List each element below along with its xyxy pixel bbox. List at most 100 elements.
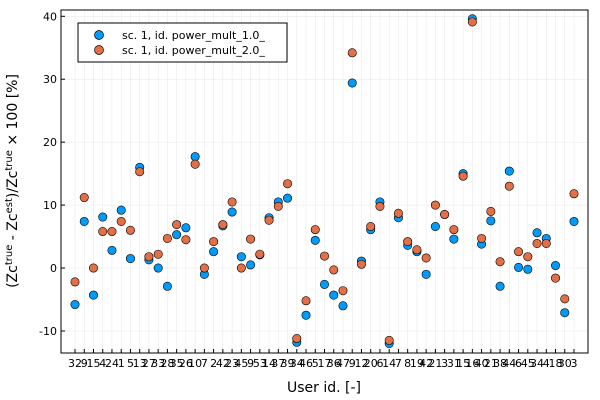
data-point-series-2 [338,286,348,296]
data-point-series-1 [421,269,431,279]
data-point-series-2 [246,234,256,244]
data-point-series-2 [144,252,154,262]
y-tick-label: 30 [43,73,57,86]
data-points [70,14,579,349]
x-tick-label: 4 [99,357,106,370]
x-tick-label: 34 [290,357,304,370]
data-point-series-2 [153,249,163,259]
data-point-series-1 [430,221,440,231]
data-point-series-2 [421,253,431,263]
data-point-series-2 [356,259,366,269]
legend-marker-series-2 [94,45,104,55]
x-tick-label: 45 [234,357,248,370]
x-tick-label: 14 [262,357,276,370]
data-point-series-1 [107,245,117,255]
data-point-series-2 [209,237,219,247]
legend-box [77,22,288,63]
data-point-series-2 [319,251,329,261]
x-tick-label: 7 [395,357,402,370]
data-point-series-1 [551,261,561,271]
legend: sc. 1, id. power_mult_1.0_ sc. 1, id. po… [77,22,288,63]
x-tick-label: 7 [201,357,208,370]
x-tick-label: 15 [86,357,100,370]
x-tick-label: 31 [447,357,461,370]
data-point-series-1 [181,223,191,233]
data-point-series-2 [569,189,579,199]
data-point-series-1 [172,230,182,240]
data-point-series-2 [384,335,394,345]
data-point-series-1 [514,262,524,272]
x-tick-label: 42 [216,357,230,370]
data-point-series-2 [458,171,468,181]
data-point-series-2 [190,159,200,169]
x-tick-label: 32 [68,357,82,370]
x-tick-label: 39 [281,357,295,370]
data-point-series-2 [403,237,413,247]
data-point-series-2 [79,193,89,203]
y-label-sup-b: est [4,198,15,213]
data-point-series-1 [283,193,293,203]
x-tick-label: 34 [530,357,544,370]
x-axis-label: User id. [-] [287,380,361,396]
data-point-series-1 [569,216,579,226]
data-point-series-1 [523,264,533,274]
data-point-series-2 [116,216,126,226]
data-point-series-2 [199,263,209,273]
y-label-sup-c: true [4,150,15,171]
data-point-series-1 [329,290,339,300]
x-tick-label: 35 [170,357,184,370]
x-tick-label: 21 [428,357,442,370]
data-point-series-1 [449,234,459,244]
data-point-series-1 [98,212,108,222]
data-point-series-2 [449,225,459,235]
data-point-series-1 [70,300,80,310]
data-point-series-1 [319,279,329,289]
y-tick-label: 10 [43,199,57,212]
data-point-series-2 [107,227,117,237]
data-point-series-2 [255,249,265,259]
data-point-series-1 [301,310,311,320]
x-tick-label: 20 [364,357,378,370]
x-tick-label: 23 [225,357,239,370]
x-tick-label: 42 [419,357,433,370]
x-tick-label: 12 [354,357,368,370]
data-point-series-2 [514,247,524,257]
data-point-series-1 [236,252,246,262]
data-point-series-1 [338,301,348,311]
data-point-series-2 [532,238,542,248]
x-tick-label: 36 [327,357,341,370]
data-point-series-2 [440,210,450,220]
data-point-series-2 [495,257,505,267]
data-point-series-2 [88,263,98,273]
x-tick-label: 19 [410,357,424,370]
data-point-series-2 [273,201,283,211]
y-label-part-d: × 100 [%] [5,74,21,150]
data-point-series-2 [467,17,477,27]
x-tick-label: 40 [475,357,489,370]
x-tick-label: 26 [179,357,193,370]
x-tick-label: 14 [382,357,396,370]
data-point-series-2 [98,227,108,237]
x-tick-label: 30 [558,357,572,370]
data-point-series-1 [504,166,514,176]
x-tick-label: 3 [441,357,448,370]
y-label-part-a: (Zc [5,265,21,288]
data-point-series-1 [190,152,200,162]
data-point-series-2 [172,220,182,230]
x-tick-label: 8 [404,357,411,370]
data-point-series-2 [541,238,551,248]
data-point-series-2 [264,215,274,225]
data-point-series-2 [310,225,320,235]
x-tick-label: 17 [318,357,332,370]
data-point-series-2 [218,220,228,230]
data-point-series-1 [310,235,320,245]
x-tick-label: 47 [336,357,350,370]
x-tick-label: 21 [484,357,498,370]
x-tick-label: 2 [210,357,217,370]
legend-label-series-2: sc. 1, id. power_mult_2.0_ [122,44,265,57]
data-point-series-2 [236,263,246,273]
data-point-series-2 [486,206,496,216]
x-tick-label: 37 [271,357,285,370]
